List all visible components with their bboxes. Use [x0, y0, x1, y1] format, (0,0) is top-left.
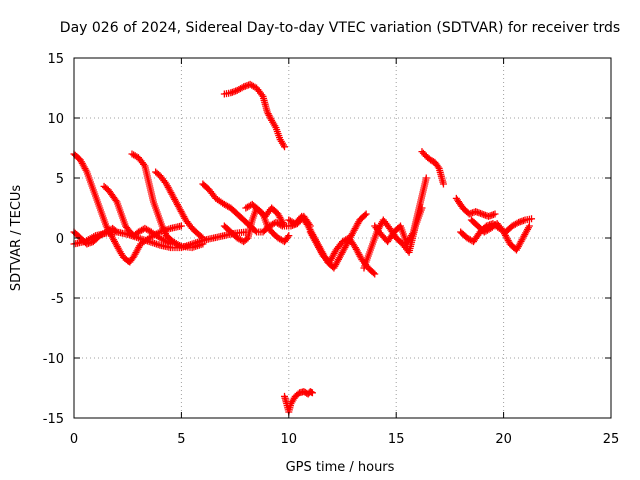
y-tick-label: -5 [51, 292, 64, 307]
data-point-interp [369, 269, 377, 277]
data-point [177, 222, 185, 230]
data-point-interp [251, 227, 259, 235]
data-point-interp [513, 219, 521, 227]
x-tick-label: 20 [495, 432, 512, 447]
y-tick-label: -10 [43, 352, 64, 367]
y-axis-label: SDTVAR / TECUs [9, 185, 24, 292]
x-tick-label: 5 [177, 432, 185, 447]
y-tick-label: -15 [43, 412, 64, 427]
data-point-interp [140, 160, 148, 168]
y-tick-label: 0 [56, 232, 64, 247]
data-point [371, 270, 379, 278]
data-point [491, 210, 499, 218]
data-point-interp [361, 211, 369, 219]
data-point-interp [238, 84, 246, 92]
data-point-interp [258, 91, 266, 99]
x-tick-label: 15 [388, 432, 405, 447]
y-tick-label: 15 [47, 52, 64, 67]
chart-title: Day 026 of 2024, Sidereal Day-to-day VTE… [60, 20, 620, 36]
x-tick-label: 10 [281, 432, 298, 447]
x-axis-label: GPS time / hours [286, 460, 395, 475]
x-tick-label: 25 [603, 432, 620, 447]
data-point [528, 215, 536, 223]
y-tick-label: 5 [56, 172, 64, 187]
x-tick-label: 0 [70, 432, 78, 447]
data-point [362, 210, 370, 218]
data-points [70, 80, 536, 416]
data-point [308, 389, 316, 397]
data-point-interp [284, 233, 292, 241]
data-point [281, 143, 289, 151]
y-tick-label: 10 [47, 112, 64, 127]
data-point [525, 222, 533, 230]
data-point [422, 174, 430, 182]
data-point [439, 180, 447, 188]
axis-ticks: 0 5 10 15 20 25 -15 -10 -5 0 5 10 15 [43, 52, 620, 447]
data-point [285, 232, 293, 240]
data-point-interp [434, 163, 442, 171]
